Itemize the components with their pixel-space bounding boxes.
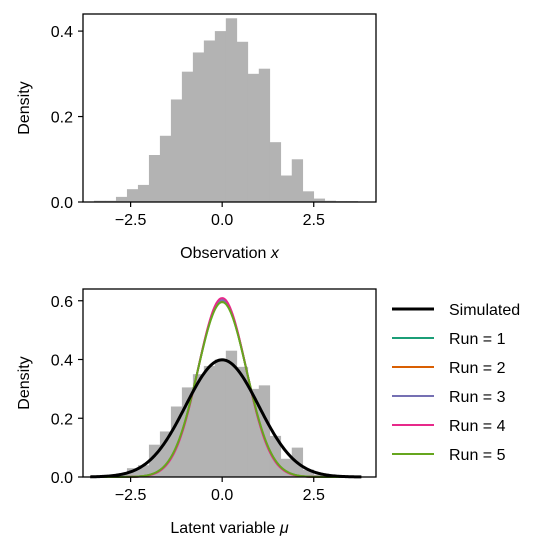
histogram-bar (181, 71, 194, 202)
histogram-bar (291, 159, 304, 202)
histogram-bar (313, 474, 326, 477)
legend-label: Run = 4 (449, 418, 506, 435)
histogram-bar (203, 40, 216, 203)
y-tick-label: 0.0 (51, 470, 73, 487)
x-tick-label: 0.0 (211, 212, 233, 229)
histogram-bar (313, 198, 326, 202)
histogram-bar (192, 52, 205, 202)
histogram-bar (126, 189, 139, 202)
latent-axis-ticks: −2.5 0.0 2.5 0.0 0.2 0.4 0.6 (51, 294, 325, 504)
histogram-bar (302, 191, 315, 202)
histogram-bar (181, 387, 194, 477)
latent-histogram-bars (93, 350, 358, 477)
legend-label: Run = 3 (449, 389, 506, 406)
legend-label: Run = 1 (449, 331, 506, 348)
histogram-bar (269, 435, 282, 477)
latent-x-axis-label: Latent variable μ (170, 520, 288, 537)
observation-histogram-panel: −2.5 0.0 2.5 0.0 0.2 0.4 Density Observation … (16, 13, 377, 262)
observation-x-axis-label: Observation x (180, 245, 280, 262)
histogram-bar (148, 155, 161, 202)
latent-y-axis-label: Density (16, 356, 33, 409)
histogram-bar (159, 431, 172, 477)
histogram-bar (214, 31, 227, 202)
observation-x-axis-label-var: x (270, 245, 280, 262)
observation-histogram-bars (93, 18, 358, 203)
histogram-bar (258, 68, 271, 202)
y-tick-label: 0.2 (51, 110, 73, 127)
histogram-bar (137, 465, 150, 477)
latent-plot-frame (82, 288, 377, 478)
x-tick-label: 2.5 (303, 212, 325, 229)
histogram-bar (203, 365, 216, 477)
histogram-bar (236, 41, 249, 202)
x-tick-label: 0.0 (211, 487, 233, 504)
histogram-bar (280, 175, 293, 202)
histogram-bar (159, 135, 172, 202)
histogram-bar (236, 366, 249, 477)
observation-plot-frame (82, 13, 377, 203)
histogram-bar (247, 388, 260, 477)
y-tick-label: 0.0 (51, 195, 73, 212)
histogram-bar (247, 73, 260, 203)
histogram-bar (137, 184, 150, 202)
density-curve-simulated (89, 358, 362, 479)
y-tick-label: 0.6 (51, 294, 73, 311)
legend: Simulated Run = 1 Run = 2 Run = 3 Run = 4 Run… (392, 302, 520, 464)
histogram-bar (170, 99, 183, 202)
histogram-bar (269, 142, 282, 202)
histogram-bar (214, 359, 227, 477)
histogram-bar (258, 385, 271, 477)
y-tick-label: 0.4 (51, 24, 73, 41)
latent-density-panel: −2.5 0.0 2.5 0.0 0.2 0.4 0.6 Density Latent va… (16, 288, 377, 537)
y-tick-label: 0.4 (51, 353, 73, 370)
histogram-bar (170, 406, 183, 477)
observation-axis-ticks: −2.5 0.0 2.5 0.0 0.2 0.4 (51, 24, 325, 229)
legend-label: Run = 2 (449, 360, 506, 377)
legend-label: Run = 5 (449, 447, 506, 464)
latent-x-axis-label-var: μ (279, 520, 289, 537)
x-tick-label: −2.5 (115, 487, 147, 504)
histogram-bar (225, 18, 238, 202)
histogram-bar (302, 469, 315, 477)
y-tick-label: 0.2 (51, 411, 73, 428)
histogram-bar (280, 458, 293, 477)
observation-x-axis-label-text: Observation (180, 245, 271, 262)
observation-y-axis-label: Density (16, 81, 33, 134)
histogram-bar (148, 444, 161, 477)
histogram-bar (225, 350, 238, 477)
histogram-bar (192, 374, 205, 477)
histogram-bar (115, 196, 128, 202)
x-tick-label: −2.5 (115, 212, 147, 229)
legend-label: Simulated (449, 302, 520, 319)
x-tick-label: 2.5 (303, 487, 325, 504)
latent-x-axis-label-text: Latent variable (170, 520, 279, 537)
